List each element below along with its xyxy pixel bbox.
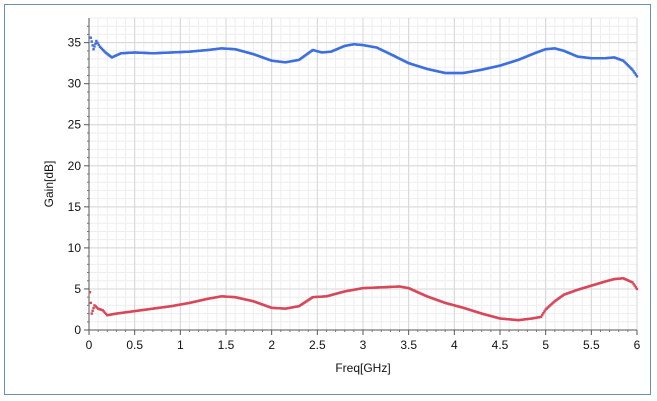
data-point [634, 73, 638, 76]
data-point [90, 312, 93, 315]
data-point [89, 36, 93, 39]
data-point [632, 70, 635, 73]
x-tick-label: 0.5 [126, 338, 143, 352]
series-2 [88, 277, 639, 322]
data-point [92, 306, 95, 310]
x-tick-label: 5.5 [583, 338, 600, 352]
axes [84, 18, 638, 335]
grid [88, 17, 638, 331]
x-tick-label: 4.5 [492, 338, 509, 352]
y-tick-label: 20 [68, 159, 82, 173]
x-tick-label: 3.5 [400, 338, 417, 352]
y-tick-label: 0 [74, 323, 81, 337]
data-point [95, 306, 99, 309]
x-tick-label: 1.5 [218, 338, 235, 352]
data-point [88, 291, 92, 294]
y-tick-label: 15 [68, 200, 82, 214]
data-point [633, 284, 636, 287]
data-point [94, 305, 97, 308]
x-axis-title: Freq[GHz] [335, 361, 390, 375]
x-tick-label: 5 [542, 338, 549, 352]
x-tick-label: 6 [634, 338, 641, 352]
data-point [93, 45, 96, 48]
data-point [91, 309, 94, 313]
x-tick-label: 4 [451, 338, 458, 352]
y-tick-label: 5 [74, 282, 81, 296]
data-point [93, 304, 96, 307]
series-layer [88, 36, 639, 322]
data-point [90, 40, 93, 43]
data-point [634, 286, 638, 289]
series-1 [89, 36, 639, 78]
data-point [103, 311, 107, 314]
data-point [92, 48, 95, 51]
y-tick-label: 35 [68, 36, 82, 50]
data-point [632, 282, 635, 286]
data-point [97, 43, 100, 47]
data-point [541, 313, 544, 317]
data-point [96, 41, 99, 45]
tick-labels: 0 0.5 1 1.5 2 2.5 3 3.5 4 4.5 5 5.5 6 0 5 10 15 20 25 30 35 [68, 36, 641, 352]
data-point [539, 315, 543, 319]
x-tick-label: 0 [86, 338, 93, 352]
data-point [542, 311, 545, 315]
x-tick-label: 3 [360, 338, 367, 352]
data-point [635, 287, 639, 291]
x-tick-label: 1 [177, 338, 184, 352]
data-point [543, 310, 546, 313]
data-point [631, 68, 634, 71]
data-point [91, 44, 94, 47]
data-point [631, 281, 634, 284]
data-point [94, 42, 97, 45]
data-point [633, 71, 636, 75]
y-tick-label: 10 [68, 241, 82, 255]
data-point [101, 309, 104, 312]
data-point [635, 75, 639, 78]
data-point [104, 312, 108, 316]
x-tick-label: 2 [268, 338, 275, 352]
data-point [95, 39, 98, 43]
y-tick-label: 25 [68, 118, 82, 132]
y-tick-label: 30 [68, 77, 82, 91]
data-point [102, 310, 106, 313]
data-point [89, 301, 93, 305]
x-tick-label: 2.5 [309, 338, 326, 352]
y-axis-title: Gain[dB] [42, 161, 56, 208]
